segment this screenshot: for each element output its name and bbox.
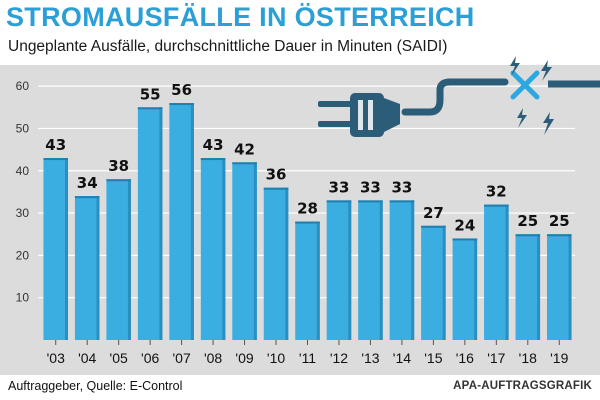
x-tick-label: '08 [204, 350, 222, 366]
plug-icon [318, 93, 400, 137]
chart-title: STROMAUSFÄLLE IN ÖSTERREICH [6, 2, 475, 32]
x-tick-label: '04 [78, 350, 96, 366]
bar-value-label: 24 [454, 216, 475, 234]
bar-value-label: 32 [486, 183, 507, 201]
bar [421, 225, 446, 340]
x-tick-label: '06 [141, 350, 159, 366]
bar [295, 221, 320, 340]
bar [232, 162, 257, 340]
bar [200, 158, 226, 340]
bar [515, 234, 541, 340]
bar [546, 234, 572, 340]
x-tick-label: '14 [393, 350, 411, 366]
bar-value-label: 38 [108, 157, 129, 175]
bar-value-label: 43 [203, 136, 224, 154]
bar [43, 158, 69, 340]
y-axis-ticks: 10 20 30 40 50 60 [16, 79, 30, 305]
y-tick-label: 40 [16, 164, 30, 178]
bar-value-label: 56 [171, 81, 192, 99]
x-tick-label: '09 [235, 350, 253, 366]
x-tick-label: '16 [456, 350, 474, 366]
bar [326, 200, 352, 340]
x-tick-label: '07 [172, 350, 190, 366]
bar [137, 107, 163, 340]
y-tick-label: 10 [16, 291, 30, 305]
bar-value-label: 28 [297, 200, 318, 218]
bar-value-label: 55 [140, 85, 161, 103]
x-tick-label: '11 [299, 350, 316, 366]
x-tick-label: '13 [361, 350, 379, 366]
x-tick-label: '17 [487, 350, 505, 366]
bar-value-label: 42 [234, 140, 255, 158]
x-tick-label: '10 [267, 350, 285, 366]
bar-value-label: 43 [45, 136, 66, 154]
bar [358, 200, 383, 340]
bar-value-label: 33 [391, 178, 412, 196]
bar-value-label: 33 [329, 178, 350, 196]
bar [452, 238, 478, 340]
bar [74, 196, 100, 340]
bar [263, 187, 289, 340]
chart-subtitle: Ungeplante Ausfälle, durchschnittliche D… [8, 38, 448, 55]
bar-value-label: 33 [360, 178, 381, 196]
credit-label: APA-AUFTRAGSGRAFIK [453, 380, 592, 392]
bar-value-labels: 43 34 38 55 56 43 42 36 28 33 33 33 27 24 32 25 25 [45, 81, 569, 234]
x-tick-label: '05 [110, 350, 128, 366]
y-tick-label: 30 [16, 206, 30, 220]
unplugged-cable-icon [318, 56, 600, 137]
bar-value-label: 25 [549, 212, 570, 230]
bar [169, 103, 194, 340]
bar [484, 204, 509, 340]
y-tick-label: 60 [16, 79, 30, 93]
bar-value-label: 25 [517, 212, 538, 230]
source-note: Auftraggeber, Quelle: E-Control [8, 379, 183, 393]
bar [106, 179, 131, 340]
x-tick-label: '18 [519, 350, 537, 366]
x-tick-label: '19 [550, 350, 568, 366]
bar-value-label: 36 [266, 166, 287, 184]
bars [43, 103, 572, 340]
x-tick-label: '12 [330, 350, 348, 366]
x-tick-label: '15 [424, 350, 442, 366]
bar [389, 200, 415, 340]
lightning-bolt-icons [510, 56, 554, 135]
y-tick-label: 50 [16, 121, 30, 135]
bar-value-label: 27 [423, 204, 444, 222]
cable-left [401, 78, 509, 116]
bar-value-label: 34 [77, 174, 98, 192]
x-tick-label: '03 [47, 350, 65, 366]
y-tick-label: 20 [16, 248, 30, 262]
x-axis-ticks: '03 '04 '05 '06 '07 '08 '09 '10 '11 '12 '13 '14 '15 '… [47, 340, 569, 366]
break-x-icon [510, 70, 540, 100]
